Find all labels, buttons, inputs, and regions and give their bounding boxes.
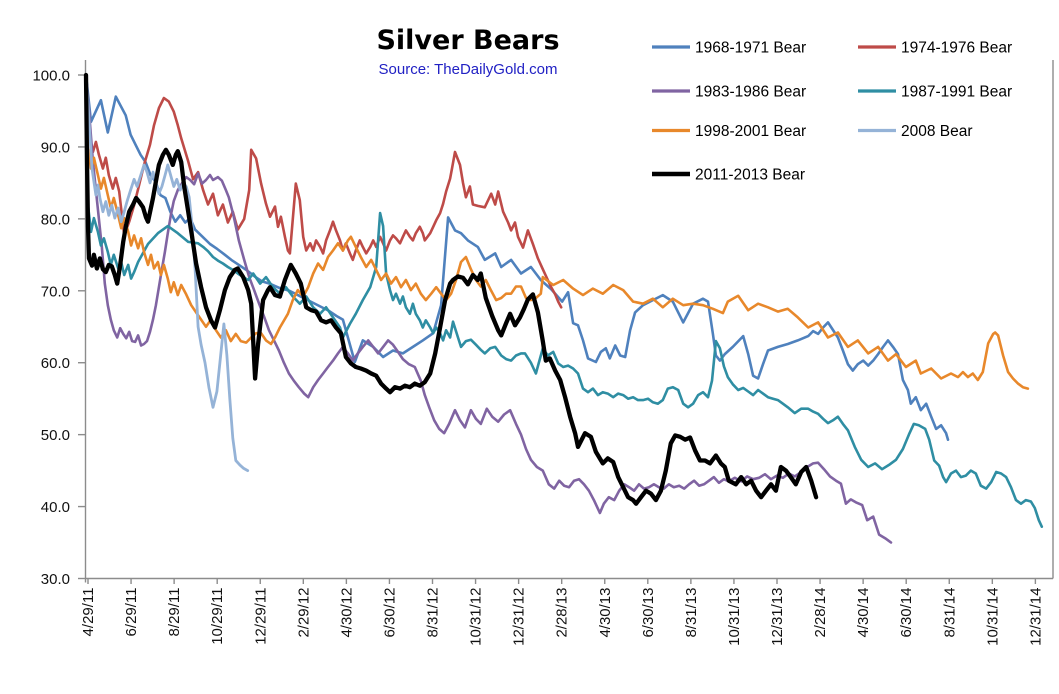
series-line-1998-2001-bear (84, 73, 1030, 390)
series-line-1974-1976-bear (84, 73, 563, 309)
x-tick-label: 12/31/13 (769, 588, 786, 646)
x-tick-label: 2/29/12 (295, 588, 312, 638)
x-tick-label: 8/29/11 (166, 588, 183, 637)
legend-item-1968-1971-bear: 1968-1971 Bear (652, 40, 806, 57)
legend-label: 1987-1991 Bear (901, 84, 1012, 101)
y-tick-label: 90.0 (41, 139, 70, 156)
series-line-1987-1991-bear (84, 73, 1044, 529)
y-tick-label: 100.0 (32, 68, 70, 85)
x-tick-label: 4/30/12 (338, 588, 355, 638)
y-tick-label: 80.0 (41, 211, 70, 228)
y-tick-label: 30.0 (41, 571, 70, 588)
series-line-2011-2013-bear (83, 72, 819, 506)
y-tick-label: 40.0 (41, 499, 70, 516)
legend-item-1998-2001-bear: 1998-2001 Bear (652, 123, 806, 140)
legend: 1968-1971 Bear 1974-1976 Bear 1983-1986 Be… (652, 40, 1012, 184)
y-tick-label: 60.0 (41, 355, 70, 372)
legend-item-1987-1991-bear: 1987-1991 Bear (858, 84, 1012, 101)
y-tick-label: 70.0 (41, 283, 70, 300)
series-lines (83, 72, 1044, 544)
legend-label: 1983-1986 Bear (695, 84, 806, 101)
y-tick-label: 50.0 (41, 427, 70, 444)
x-tick-label: 2/28/13 (554, 588, 571, 638)
chart-title: Silver Bears (376, 25, 559, 56)
x-tick-label: 10/31/13 (726, 588, 743, 646)
legend-label: 2008 Bear (901, 123, 973, 140)
series-line-1968-1971-bear (84, 73, 950, 442)
x-tick-label: 10/31/12 (468, 588, 485, 646)
legend-label: 1968-1971 Bear (695, 40, 806, 57)
x-tick-label: 12/29/11 (252, 588, 269, 645)
legend-label: 2011-2013 Bear (695, 167, 805, 184)
x-tick-label: 6/30/13 (640, 588, 657, 638)
axes: 100.0 90.0 80.0 70.0 60.0 50.0 40.0 30.0 4/29/11… (32, 60, 1054, 646)
x-tick-label: 2/28/14 (812, 588, 829, 638)
x-tick-label: 6/29/11 (123, 588, 140, 637)
legend-item-1974-1976-bear: 1974-1976 Bear (858, 40, 1012, 57)
x-tick-label: 6/30/14 (898, 588, 915, 638)
x-tick-label: 10/29/11 (209, 588, 226, 645)
x-tick-label: 12/31/12 (511, 588, 528, 646)
x-tick-label: 4/29/11 (80, 588, 97, 637)
legend-item-2011-2013-bear: 2011-2013 Bear (652, 167, 805, 184)
x-tick-label: 12/31/14 (1027, 588, 1044, 646)
x-tick-label: 8/31/14 (941, 588, 958, 638)
legend-label: 1998-2001 Bear (695, 123, 806, 140)
x-tick-label: 4/30/14 (855, 588, 872, 638)
legend-item-2008-bear: 2008 Bear (858, 123, 973, 140)
legend-label: 1974-1976 Bear (901, 40, 1012, 57)
series-line-2008-bear (84, 73, 250, 473)
x-tick-label: 6/30/12 (381, 588, 398, 638)
x-tick-label: 10/31/14 (984, 588, 1001, 646)
x-tick-label: 4/30/13 (597, 588, 614, 638)
x-tick-label: 8/31/13 (683, 588, 700, 638)
legend-item-1983-1986-bear: 1983-1986 Bear (652, 84, 806, 101)
chart-source: Source: TheDailyGold.com (379, 61, 558, 78)
x-tick-label: 8/31/12 (425, 588, 442, 638)
